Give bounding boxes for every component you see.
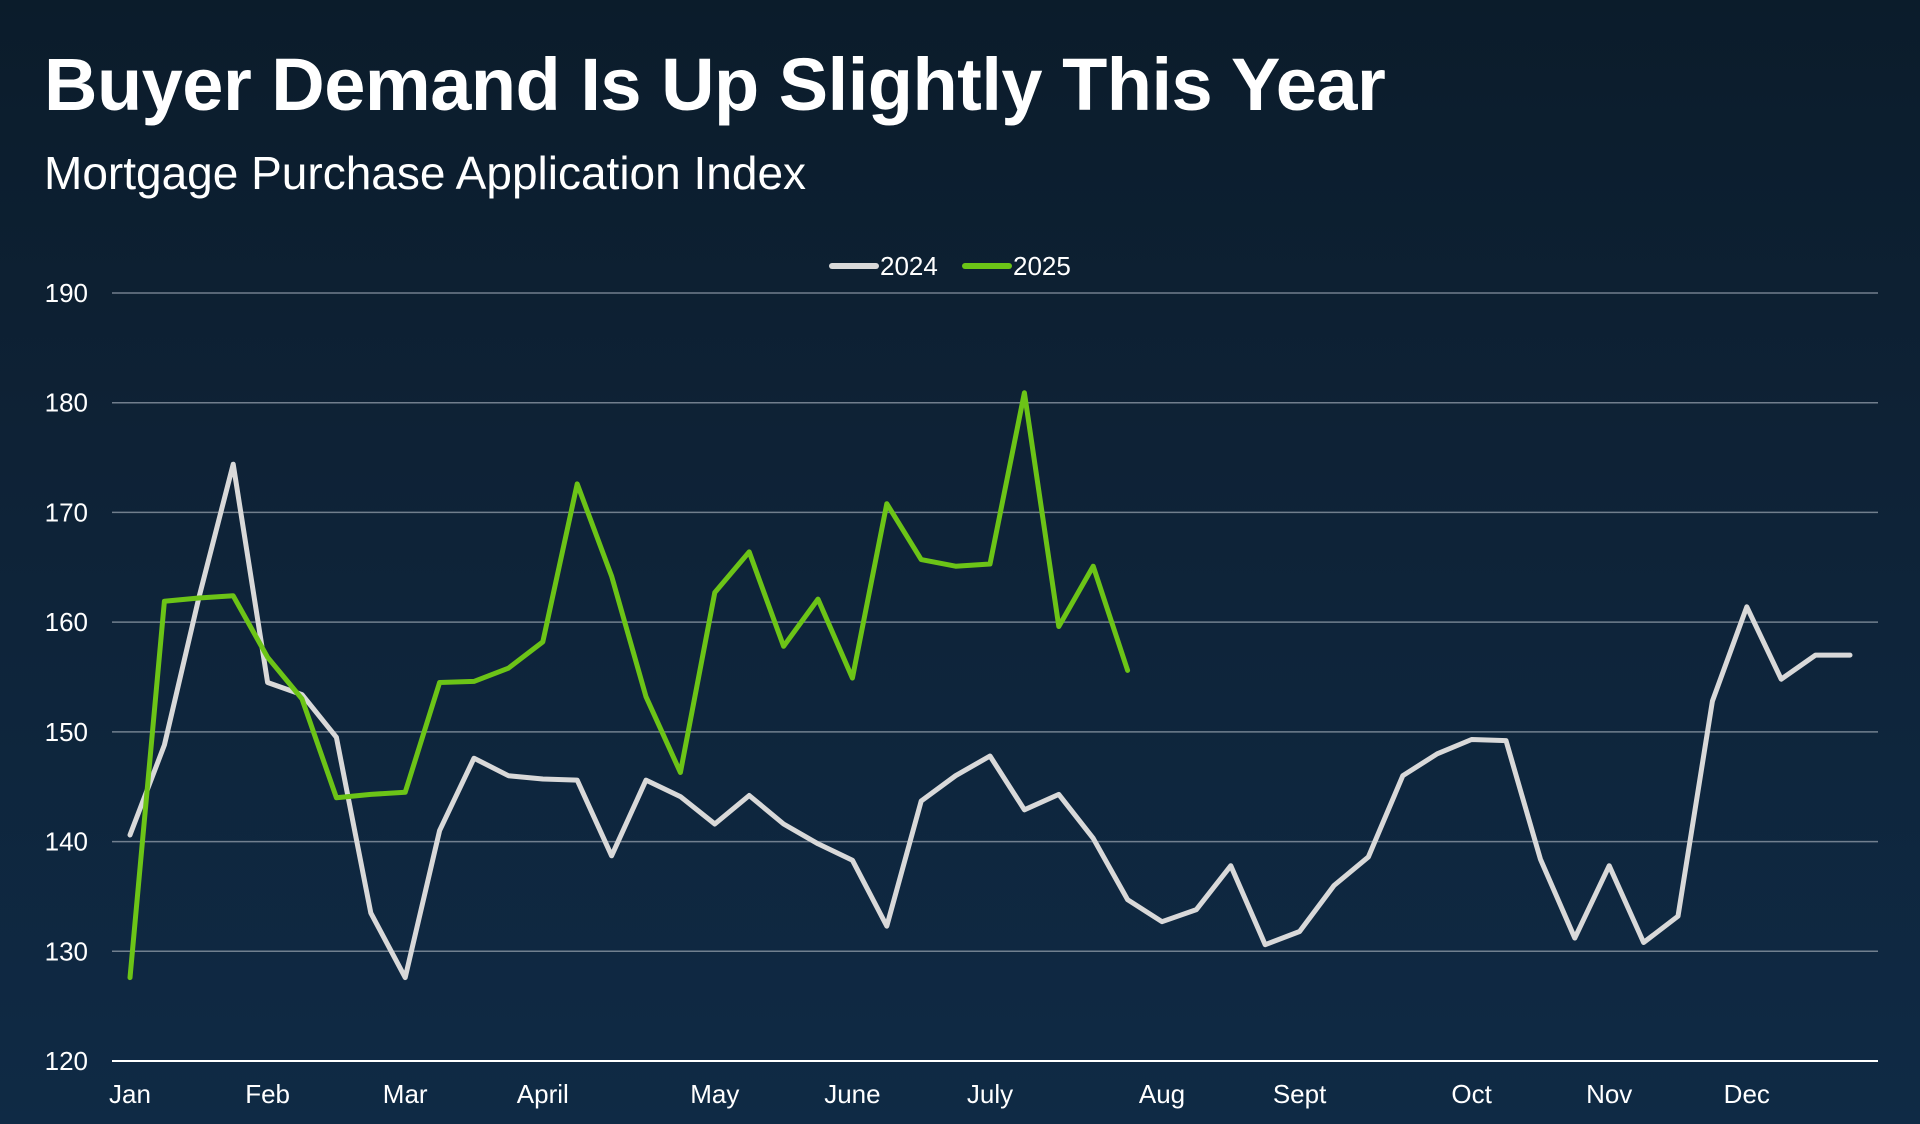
chart-subtitle: Mortgage Purchase Application Index — [44, 147, 807, 199]
series-lines — [127, 390, 1853, 981]
x-tick-label: Oct — [1451, 1079, 1492, 1109]
x-tick-label: June — [824, 1079, 880, 1109]
series-line-2024 — [127, 461, 1853, 981]
y-tick-label: 180 — [45, 388, 88, 418]
gridlines — [112, 292, 1878, 1062]
x-tick-label: Aug — [1139, 1079, 1185, 1109]
y-tick-label: 150 — [45, 717, 88, 747]
x-tick-label: Dec — [1724, 1079, 1770, 1109]
x-tick-label: July — [967, 1079, 1013, 1109]
x-tick-label: Nov — [1586, 1079, 1632, 1109]
chart-title: Buyer Demand Is Up Slightly This Year — [44, 43, 1386, 126]
x-tick-label: Sept — [1273, 1079, 1327, 1109]
x-tick-label: May — [690, 1079, 739, 1109]
legend: 2024 2025 — [829, 251, 1071, 281]
y-tick-label: 190 — [45, 278, 88, 308]
legend-label-2024: 2024 — [880, 251, 938, 281]
y-axis: 120 130 140 150 160 170 180 190 — [45, 278, 88, 1076]
series-line-2025 — [127, 390, 1131, 981]
y-tick-label: 170 — [45, 497, 88, 527]
legend-label-2025: 2025 — [1013, 251, 1071, 281]
x-tick-label: Jan — [109, 1079, 151, 1109]
y-tick-label: 160 — [45, 607, 88, 637]
x-tick-label: Feb — [245, 1079, 290, 1109]
y-tick-label: 120 — [45, 1046, 88, 1076]
y-tick-label: 140 — [45, 827, 88, 857]
x-tick-label: Mar — [383, 1079, 428, 1109]
y-tick-label: 130 — [45, 936, 88, 966]
x-tick-label: April — [517, 1079, 569, 1109]
x-axis: Jan Feb Mar April May June July Aug Sept Oct Nov De… — [109, 1079, 1770, 1109]
